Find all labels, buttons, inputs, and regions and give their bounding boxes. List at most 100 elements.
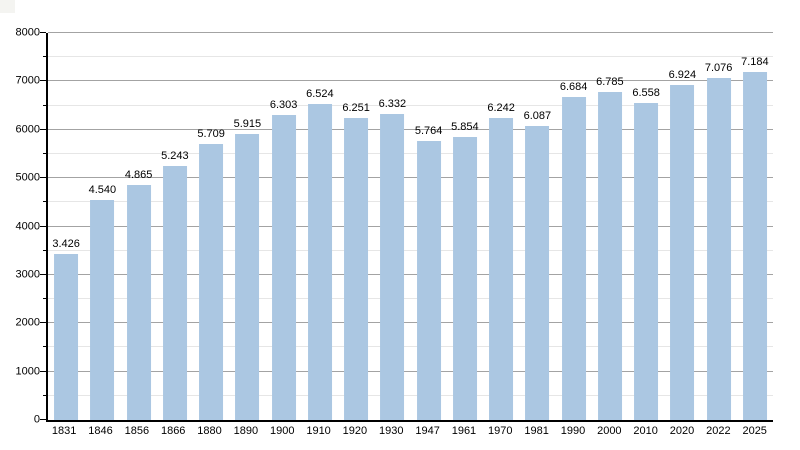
bar (597, 91, 622, 420)
bar-slot: 6.242 (483, 33, 519, 420)
bar (489, 118, 514, 420)
bar (54, 254, 79, 420)
bar-value-label: 5.915 (233, 117, 262, 130)
bar-slot: 5.915 (229, 33, 265, 420)
bar-slot: 6.524 (302, 33, 338, 420)
y-tick-mark-major (40, 177, 46, 179)
y-tick-label: 0 (33, 413, 40, 426)
bar (525, 125, 550, 420)
bar (742, 72, 767, 420)
bars-layer: 3.426 4.540 4.865 5.243 5.709 5.915 6.303 6.524… (48, 33, 773, 420)
bar-slot: 5.709 (193, 33, 229, 420)
x-tick-label: 1920 (342, 425, 368, 437)
grid-layer (48, 32, 773, 420)
x-tick-label: 2025 (742, 425, 767, 437)
x-tick-label: 1970 (488, 425, 513, 437)
bar-value-label: 4.865 (124, 168, 153, 181)
gridline-major (48, 128, 773, 130)
y-tick-label: 8000 (15, 26, 40, 39)
gridline-minor (48, 104, 773, 106)
bar (561, 96, 586, 420)
x-tick-label: 1846 (88, 425, 113, 437)
bar-slot: 6.332 (374, 33, 410, 420)
gridline-minor (48, 249, 773, 251)
y-tick-label: 1000 (15, 365, 40, 378)
gridline-major (48, 273, 773, 275)
x-tick-label: 1866 (160, 425, 186, 437)
bar (416, 141, 441, 420)
bar-slot: 7.184 (737, 33, 773, 420)
bar-value-label: 4.540 (88, 184, 117, 197)
y-tick-label: 3000 (15, 268, 40, 281)
gridline-major (48, 80, 773, 82)
bar-value-label: 7.184 (741, 56, 769, 69)
bar-value-label: 6.524 (306, 88, 334, 101)
bar-slot: 6.087 (519, 33, 555, 420)
y-tick-label: 4000 (15, 220, 40, 232)
y-axis-ticks (40, 32, 773, 420)
x-tick-label: 2022 (706, 425, 731, 437)
bar-value-label: 6.242 (487, 102, 515, 115)
gridline-major (48, 322, 773, 324)
x-tick-label: 1831 (51, 425, 77, 437)
x-tick-label: 2010 (633, 425, 658, 437)
bar-slot: 5.854 (447, 33, 483, 420)
gridline-minor (48, 394, 773, 396)
y-tick-mark-major (40, 273, 46, 275)
bar-slot: 6.785 (592, 33, 628, 420)
bar-slot: 6.251 (338, 33, 374, 420)
y-axis-labels: 0 1000 2000 3000 4000 5000 6000 7000 8000 (0, 27, 40, 425)
bar-value-label: 6.087 (523, 109, 552, 122)
bar-value-label: 6.251 (342, 101, 370, 114)
y-tick-label: 6000 (15, 123, 40, 136)
bar-slot: 6.684 (556, 33, 592, 420)
bar (199, 143, 224, 420)
gridline-minor (48, 346, 773, 348)
bar-slot: 3.426 (48, 33, 84, 420)
x-tick-label: 2020 (669, 425, 695, 437)
y-tick-mark-minor (43, 298, 46, 300)
bar-value-label: 5.709 (197, 127, 225, 140)
bar (380, 113, 405, 420)
bar-value-label: 6.684 (559, 80, 588, 93)
x-tick-label: 1981 (524, 425, 549, 437)
gridline-minor (48, 152, 773, 154)
bar-slot: 6.558 (628, 33, 664, 420)
bar-slot: 4.865 (121, 33, 157, 420)
y-tick-mark-minor (43, 249, 46, 251)
bar (706, 77, 731, 420)
x-tick-label: 1856 (124, 425, 150, 437)
bar-value-label: 6.924 (668, 69, 697, 82)
bar-slot: 6.924 (664, 33, 700, 420)
x-tick-label: 1947 (415, 425, 440, 437)
bar-value-label: 5.243 (161, 150, 189, 163)
gridline-major (48, 32, 773, 33)
bar-slot: 5.764 (411, 33, 447, 420)
x-tick-label: 1890 (233, 425, 259, 437)
gridline-minor (48, 56, 773, 58)
bar (162, 166, 187, 420)
y-tick-mark-minor (43, 104, 46, 106)
x-tick-label: 2000 (597, 425, 622, 437)
y-tick-mark-minor (43, 394, 46, 396)
x-axis-labels: 1831 1846 1856 1866 1880 1890 1900 1910 1920 1930… (46, 425, 773, 438)
bar (126, 184, 151, 420)
bar (307, 104, 332, 420)
bar-value-label: 5.854 (451, 120, 479, 133)
bar-value-label: 6.558 (632, 86, 660, 99)
bar-slot: 5.243 (157, 33, 193, 420)
bar-value-label: 6.332 (378, 97, 407, 110)
bar (670, 85, 695, 420)
bar-value-label: 6.785 (596, 75, 624, 88)
y-tick-mark-major (40, 32, 46, 33)
y-tick-label: 7000 (15, 74, 40, 87)
corner-artifact (0, 0, 15, 13)
y-tick-mark-minor (43, 201, 46, 203)
x-tick-label: 1880 (197, 425, 222, 437)
x-tick-label: 1900 (269, 425, 295, 437)
y-tick-mark-minor (43, 56, 46, 58)
y-tick-mark-major (40, 128, 46, 130)
gridline-major (48, 177, 773, 179)
y-tick-label: 5000 (15, 171, 40, 184)
